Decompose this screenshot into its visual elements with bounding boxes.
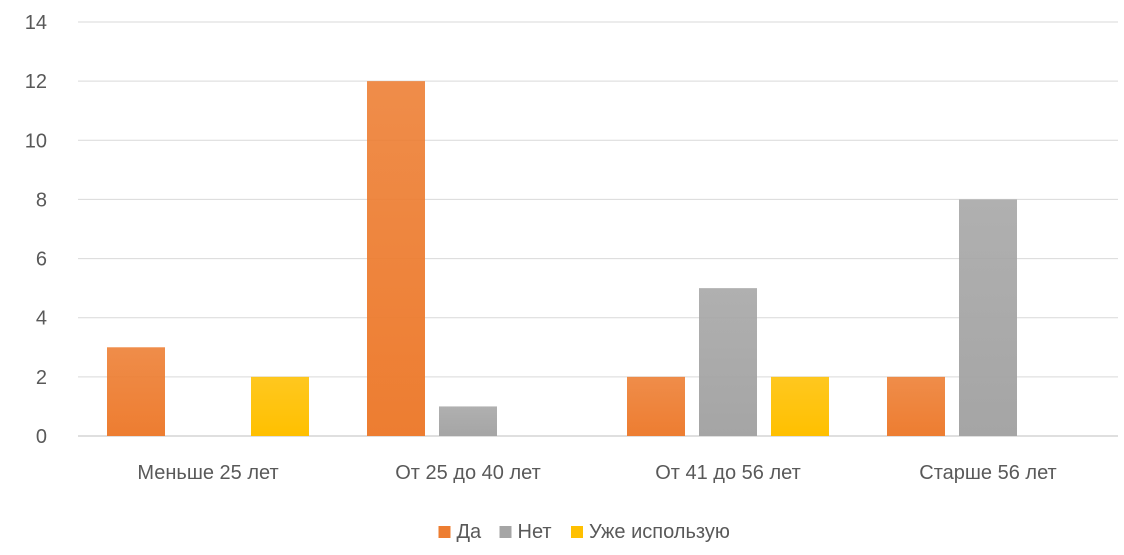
bar-да-4 xyxy=(887,376,945,436)
legend-label: Нет xyxy=(518,521,552,543)
bar-уже-использую-3 xyxy=(771,376,829,436)
bar-да-1 xyxy=(107,347,165,436)
bars xyxy=(107,81,1017,437)
bar-нет-3 xyxy=(699,288,757,436)
legend-label: Да xyxy=(457,521,483,543)
legend-item: Уже использую xyxy=(571,521,730,543)
legend-label: Уже использую xyxy=(589,521,730,543)
x-tick-label: Старше 56 лет xyxy=(919,462,1056,484)
bar-уже-использую-1 xyxy=(251,376,309,436)
legend-swatch xyxy=(438,526,451,538)
y-tick-label: 6 xyxy=(36,249,47,271)
bar-да-2 xyxy=(367,81,425,437)
x-tick-label: От 41 до 56 лет xyxy=(655,462,801,484)
y-tick-label: 12 xyxy=(25,71,47,93)
legend-swatch xyxy=(499,526,512,538)
x-axis-labels: Меньше 25 лет От 25 до 40 лет От 41 до 56 … xyxy=(137,462,1056,484)
y-tick-label: 2 xyxy=(36,367,47,389)
x-tick-label: От 25 до 40 лет xyxy=(395,462,541,484)
y-tick-label: 10 xyxy=(25,130,47,152)
legend: Да Нет Уже использую xyxy=(438,521,730,543)
y-tick-label: 0 xyxy=(36,426,47,448)
y-tick-label: 8 xyxy=(36,189,47,211)
bar-нет-2 xyxy=(439,406,497,436)
bar-да-3 xyxy=(627,376,685,436)
bar-нет-4 xyxy=(959,199,1017,436)
legend-swatch xyxy=(571,526,583,538)
y-axis-ticks: 0 2 4 6 8 10 12 14 xyxy=(25,12,47,448)
y-tick-label: 14 xyxy=(25,12,47,34)
x-tick-label: Меньше 25 лет xyxy=(137,462,278,484)
y-tick-label: 4 xyxy=(36,308,47,330)
legend-item: Да xyxy=(438,521,483,543)
legend-item: Нет xyxy=(499,521,552,543)
